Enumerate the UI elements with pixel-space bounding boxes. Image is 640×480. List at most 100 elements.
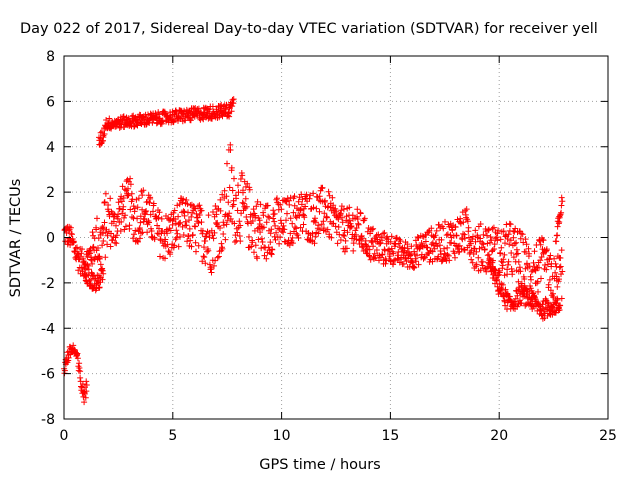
- data-point: [493, 234, 500, 241]
- data-point: [357, 210, 364, 217]
- data-point: [468, 256, 475, 263]
- data-point: [115, 211, 122, 218]
- data-point: [386, 246, 392, 253]
- data-point: [393, 235, 400, 242]
- data-point: [480, 231, 487, 238]
- data-point: [252, 242, 259, 249]
- data-point: [85, 262, 92, 269]
- data-point: [82, 267, 89, 273]
- data-point: [392, 241, 399, 248]
- data-point: [407, 252, 414, 259]
- data-point: [518, 300, 525, 307]
- data-point: [342, 237, 349, 244]
- data-point: [125, 185, 131, 192]
- data-point: [173, 234, 180, 241]
- data-point: [99, 230, 106, 237]
- data-point: [510, 234, 517, 241]
- data-point: [127, 175, 134, 182]
- data-point: [116, 205, 123, 212]
- data-point: [441, 245, 447, 252]
- data-point: [74, 244, 80, 251]
- data-point: [499, 281, 506, 288]
- data-point: [162, 255, 168, 262]
- data-point: [142, 208, 149, 215]
- data-point: [341, 233, 348, 239]
- data-point: [82, 394, 89, 401]
- data-point: [332, 223, 339, 230]
- data-point: [134, 215, 141, 222]
- data-point: [226, 113, 233, 120]
- data-point: [480, 241, 487, 248]
- data-point: [289, 220, 296, 227]
- data-point: [189, 209, 196, 216]
- data-point: [177, 233, 183, 240]
- data-point: [179, 223, 186, 230]
- data-point: [446, 257, 453, 264]
- data-point: [484, 232, 490, 239]
- data-point: [554, 283, 561, 290]
- data-point: [283, 217, 289, 224]
- data-point: [67, 224, 74, 231]
- data-point: [334, 240, 341, 247]
- data-point: [558, 194, 565, 201]
- data-point: [186, 225, 193, 232]
- data-point: [536, 264, 542, 271]
- data-point: [120, 195, 127, 201]
- data-point: [78, 250, 85, 257]
- data-point: [515, 258, 522, 265]
- data-point: [126, 222, 133, 229]
- data-point: [219, 245, 226, 252]
- data-point: [175, 213, 182, 220]
- data-point: [390, 250, 397, 257]
- data-point: [268, 250, 275, 257]
- data-point: [252, 212, 259, 219]
- data-point: [544, 261, 551, 268]
- data-point: [271, 218, 278, 225]
- data-point: [218, 240, 225, 247]
- data-point: [136, 235, 143, 242]
- data-point: [408, 243, 415, 250]
- data-point: [437, 242, 443, 249]
- data-point: [93, 226, 100, 233]
- data-point: [379, 251, 386, 258]
- data-point: [148, 228, 155, 234]
- data-point: [269, 246, 276, 253]
- data-point: [545, 281, 552, 288]
- data-point: [267, 239, 274, 246]
- data-point: [315, 222, 322, 229]
- data-point: [354, 206, 361, 213]
- data-point: [225, 199, 232, 206]
- data-point: [289, 234, 296, 241]
- data-point: [448, 239, 455, 246]
- data-point: [394, 252, 401, 259]
- data-point: [254, 225, 261, 232]
- data-point: [134, 204, 141, 211]
- data-point: [228, 108, 235, 115]
- data-point: [181, 212, 188, 219]
- data-point: [242, 195, 249, 202]
- data-point: [507, 221, 514, 228]
- data-point: [513, 239, 520, 246]
- data-point: [519, 231, 526, 238]
- data-point: [483, 268, 490, 275]
- data-point: [81, 399, 88, 406]
- data-point: [380, 230, 387, 237]
- data-point: [498, 244, 505, 251]
- data-point: [312, 233, 319, 240]
- data-point: [122, 212, 129, 219]
- x-tick-label: 10: [273, 428, 291, 444]
- data-point: [257, 229, 264, 236]
- data-point: [298, 201, 305, 208]
- data-point: [387, 238, 394, 245]
- data-point: [329, 194, 336, 201]
- data-point: [101, 131, 108, 137]
- data-point: [547, 252, 554, 259]
- data-point: [199, 227, 206, 234]
- data-point: [522, 236, 529, 243]
- data-point: [477, 267, 484, 274]
- data-point: [397, 238, 404, 244]
- data-point: [515, 278, 522, 285]
- data-point: [174, 230, 181, 237]
- data-point: [425, 229, 432, 236]
